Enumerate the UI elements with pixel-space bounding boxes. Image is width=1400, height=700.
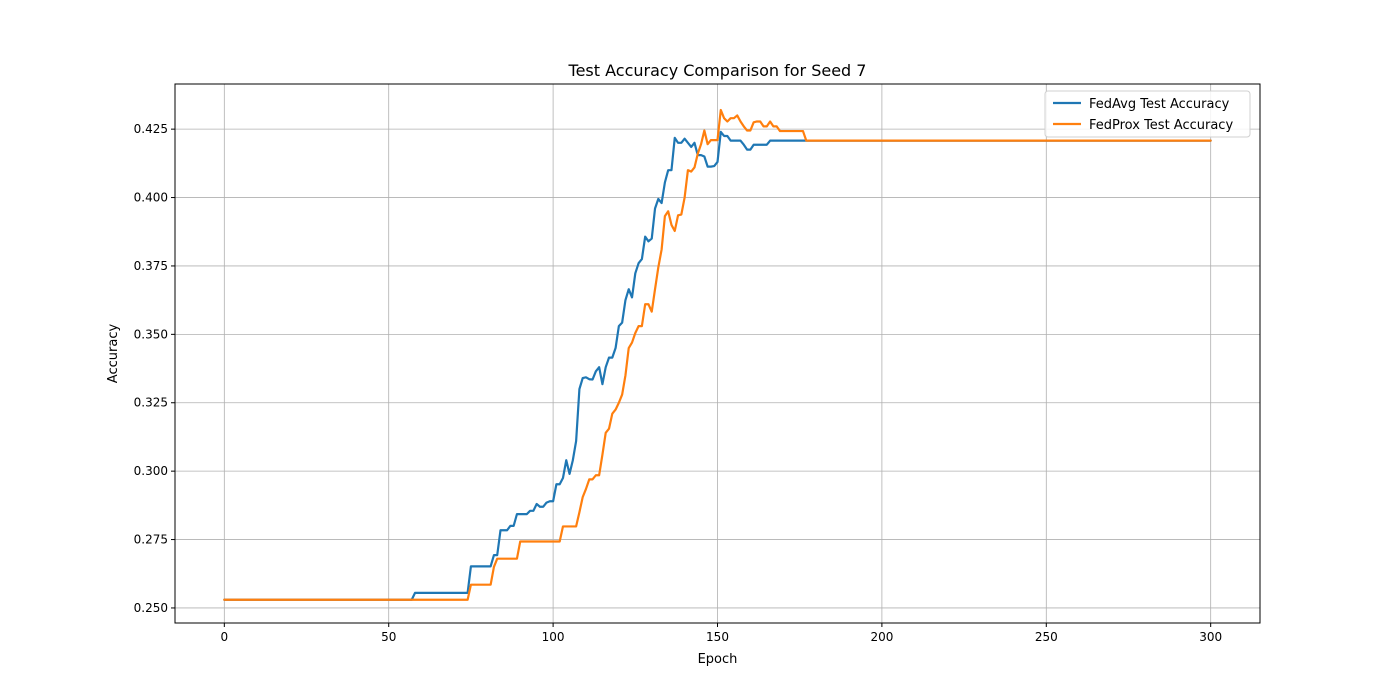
y-tick-label: 0.350 <box>134 327 168 341</box>
y-tick-label: 0.375 <box>134 259 168 273</box>
y-tick-label: 0.300 <box>134 464 168 478</box>
x-tick-label: 0 <box>220 630 228 644</box>
y-axis-label: Accuracy <box>106 324 121 384</box>
series-line-fedavg <box>223 130 1212 601</box>
legend-box <box>1044 90 1251 138</box>
grid <box>175 84 1260 623</box>
x-tick-label: 150 <box>706 630 729 644</box>
x-tick-label: 50 <box>381 630 396 644</box>
x-tick-label: 250 <box>1035 630 1058 644</box>
x-tick-label: 300 <box>1199 630 1222 644</box>
y-tick-label: 0.275 <box>134 533 168 547</box>
legend-label: FedAvg Test Accuracy <box>1089 97 1230 112</box>
x-axis-label: Epoch <box>698 652 738 667</box>
x-tick-label: 100 <box>542 630 565 644</box>
series-line-fedprox <box>223 108 1212 601</box>
y-axis-ticks: 0.250 0.275 0.300 0.325 0.350 0.375 0.400 0.425 <box>134 122 175 615</box>
legend-label: FedProx Test Accuracy <box>1089 118 1233 133</box>
x-tick-label: 200 <box>870 630 893 644</box>
y-tick-label: 0.425 <box>134 122 168 136</box>
y-tick-label: 0.325 <box>134 396 168 410</box>
legend: FedAvg Test Accuracy FedProx Test Accurac… <box>1044 90 1251 138</box>
y-tick-label: 0.400 <box>134 191 168 205</box>
y-tick-label: 0.250 <box>134 601 168 615</box>
chart-title: Test Accuracy Comparison for Seed 7 <box>568 61 867 80</box>
x-axis-ticks: 0 50 100 150 200 250 300 <box>220 623 1222 644</box>
series-lines <box>223 108 1212 601</box>
